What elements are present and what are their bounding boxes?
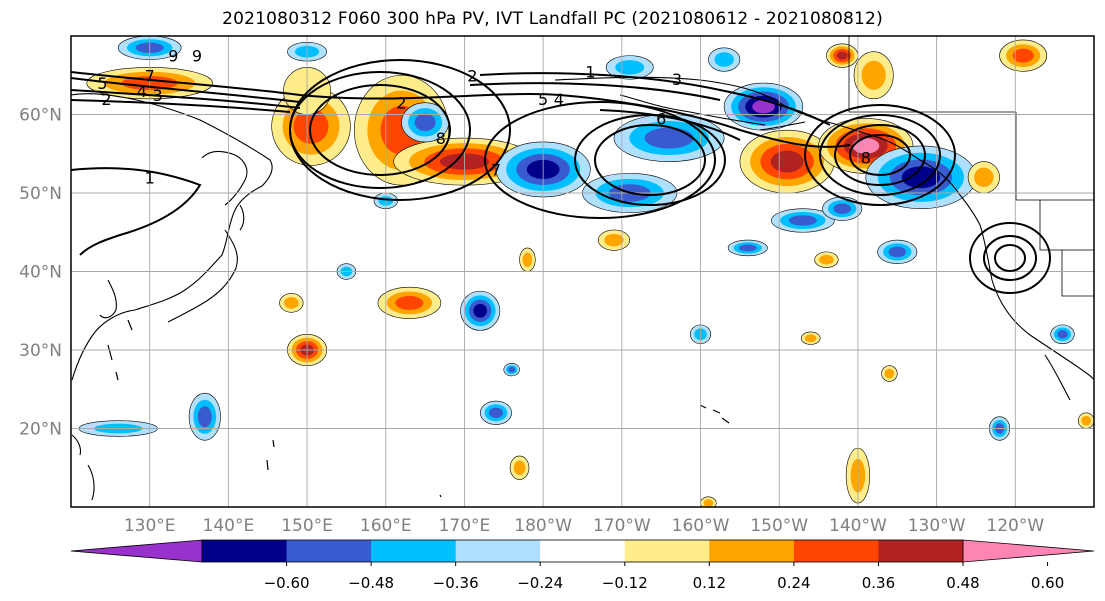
ivt-contour-label: 1: [145, 168, 155, 187]
colorbar-extend-low: [70, 539, 203, 563]
islands: [107, 319, 730, 498]
pv-anomaly-blob: [770, 150, 804, 173]
ivt-contour-label: 5: [97, 74, 107, 93]
colorbar-bin: [709, 540, 795, 562]
ivt-contours: [71, 59, 1051, 294]
longitude-tick-label: 160°E: [360, 516, 412, 536]
latitude-tick-label: 50°N: [19, 184, 62, 204]
longitude-tick-label: 150°E: [281, 516, 333, 536]
pv-anomaly-blob: [703, 499, 714, 507]
ivt-contour-label: 2: [467, 66, 477, 85]
pv-anomaly-blob: [508, 366, 516, 373]
pv-anomaly-blob: [888, 246, 907, 258]
colorbar-bin: [793, 540, 879, 562]
ivt-contour-label: 4: [554, 90, 564, 109]
pv-anomaly-blob: [836, 51, 848, 60]
ivt-contour-label: 9: [192, 47, 202, 66]
latitude-tick-label: 40°N: [19, 263, 62, 283]
ivt-contour-label: 8: [436, 129, 446, 148]
colorbar-tick-label: −0.24: [517, 574, 563, 592]
pv-anomaly-blob: [197, 406, 212, 428]
pv-anomaly-blob: [884, 368, 895, 379]
pv-anomaly-blob: [714, 52, 734, 67]
colorbar-bin: [455, 540, 541, 562]
latitude-tick-label: 20°N: [19, 420, 62, 440]
pv-anomaly-blob: [1057, 330, 1068, 339]
pv-anomaly-blob: [852, 138, 880, 154]
pv-anomaly-blob: [804, 334, 817, 343]
longitude-tick-label: 160°W: [672, 516, 730, 536]
longitude-tick-label: 130°E: [124, 516, 176, 536]
longitude-tick-label: 170°W: [593, 516, 651, 536]
colorbar-tick-label: −0.60: [264, 574, 310, 592]
latitude-tick-label: 60°N: [19, 106, 62, 126]
colorbar-extend-high: [962, 539, 1095, 563]
colorbar-bin: [624, 540, 710, 562]
longitude-tick-label: 170°E: [439, 516, 491, 536]
ivt-contour-label: 3: [152, 86, 162, 105]
longitude-tick-label: 180°W: [514, 516, 572, 536]
pv-anomaly-blob: [739, 244, 757, 252]
pv-anomaly-blob: [604, 233, 624, 247]
pv-anomaly-blob: [513, 460, 526, 475]
colorbar-tick-label: −0.36: [433, 574, 479, 592]
colorbar-bin: [202, 540, 288, 562]
ivt-contour-label: 1: [585, 62, 595, 81]
map-frame: [70, 35, 1095, 508]
gridlines: [71, 36, 1094, 507]
pv-anomaly-blob: [395, 295, 424, 310]
colorbar-tick-label: 0.60: [1031, 574, 1064, 592]
pv-anomaly-blob: [414, 113, 436, 132]
pv-anomaly-blob: [974, 167, 994, 187]
ivt-contour-label: 8: [861, 149, 871, 168]
ivt-contour-label: 2: [101, 90, 111, 109]
longitude-tick-label: 140°W: [829, 516, 887, 536]
ivt-contour-label: 3: [672, 70, 682, 89]
ivt-contour-label: 6: [656, 109, 666, 128]
pv-anomaly-blob: [861, 60, 886, 90]
ivt-contour-label: 9: [168, 47, 178, 66]
pv-anomaly-blob: [1012, 48, 1034, 63]
longitude-tick-label: 150°W: [750, 516, 808, 536]
colorbar-tick-label: 0.48: [946, 574, 979, 592]
colorbar-tick-label: −0.12: [602, 574, 648, 592]
pv-anomaly-blob: [1081, 415, 1091, 426]
colorbar-tick-label: 0.12: [693, 574, 726, 592]
latitude-labels: 60°N 50°N 40°N 30°N 20°N: [19, 106, 62, 440]
ivt-contour-label: 5: [538, 90, 548, 109]
pv-anomaly-blob: [752, 99, 775, 114]
pv-anomaly-blob: [901, 166, 941, 189]
pv-anomaly-blob: [788, 215, 817, 226]
ivt-contour-label: 7: [145, 66, 155, 85]
longitude-tick-label: 130°W: [908, 516, 966, 536]
ivt-contour-label: 4: [137, 82, 147, 101]
pv-anomaly-blob: [473, 303, 488, 318]
longitude-tick-label: 120°W: [986, 516, 1044, 536]
colorbar-tick-label: −0.48: [348, 574, 394, 592]
latitude-tick-label: 30°N: [19, 341, 62, 361]
colorbar-tick-label: 0.24: [777, 574, 810, 592]
colorbar-bin: [371, 540, 457, 562]
political-borders: [848, 36, 1094, 297]
colorbar-tick-label: 0.36: [862, 574, 895, 592]
pv-anomaly-blob: [522, 252, 533, 267]
colorbar-bin: [286, 540, 372, 562]
map-title: 2021080312 F060 300 hPa PV, IVT Landfall…: [222, 9, 883, 29]
colorbar-bin: [540, 540, 626, 562]
ivt-contour-label: 7: [491, 160, 501, 179]
pv-anomaly-blob: [284, 297, 299, 309]
pv-anomaly-blob: [488, 407, 503, 419]
colorbar-frame: [201, 539, 964, 563]
pv-anomaly-blob: [644, 127, 694, 149]
longitude-tick-label: 140°E: [203, 516, 255, 536]
pv-anomaly-blob: [819, 254, 834, 265]
ivt-contour-label: 2: [396, 94, 406, 113]
colorbar-bin: [878, 540, 964, 562]
colorbar: −0.60 −0.48 −0.36 −0.24 −0.12 0.12 0.24 0.36 0.4…: [70, 539, 1095, 592]
pv-anomaly-blob: [833, 203, 851, 214]
longitude-labels: 130°E 140°E 150°E 160°E 170°E 180°W 170°W 160°W…: [124, 516, 1045, 536]
pv-anomaly-blob: [615, 60, 645, 75]
